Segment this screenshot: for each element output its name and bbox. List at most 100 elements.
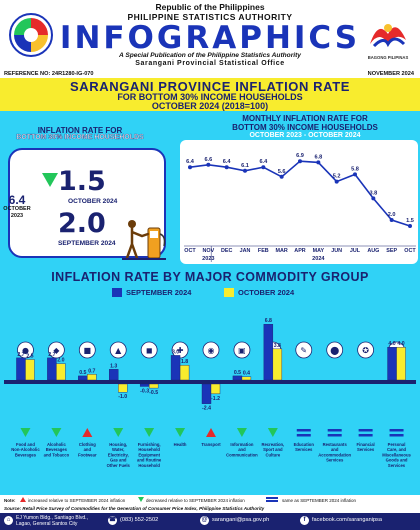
line-tick-label: MAR xyxy=(276,248,288,254)
phone[interactable]: (083) 552-2502 xyxy=(120,517,159,523)
line-tick-label: APR xyxy=(294,248,305,254)
bar-value-label: 0.7 xyxy=(88,368,95,374)
year-label-2023: 2023 xyxy=(202,256,214,262)
line-value-label: 5.6 xyxy=(278,169,286,175)
legend-september: SEPTEMBER 2024 xyxy=(126,288,192,297)
bar-value-label: -1.0 xyxy=(118,394,127,400)
category-label: Alcoholic xyxy=(47,442,67,447)
line-value-label: 5.8 xyxy=(351,166,359,172)
title-band xyxy=(0,78,420,111)
category-symbol-icon: ■ xyxy=(84,346,92,355)
category-label: Footwear xyxy=(78,452,97,457)
prev-year-label-month: OCTOBER xyxy=(3,206,31,212)
category-label: Restaurants xyxy=(323,442,348,447)
location-icon: ⌂ xyxy=(4,516,13,525)
bar-value-label: 6.8 xyxy=(265,318,272,324)
line-tick-label: AUG xyxy=(367,248,379,254)
category-label: Financial xyxy=(357,442,375,447)
category-label: and Routine xyxy=(137,458,162,463)
email[interactable]: sarangani@psa.gov.ph xyxy=(212,517,270,523)
group-heading: INFLATION RATE BY MAJOR COMMODITY GROUP xyxy=(51,270,369,284)
line-value-label: 6.4 xyxy=(259,159,268,165)
category-label: Education xyxy=(294,442,315,447)
decrease-arrow-icon xyxy=(175,428,186,437)
bar-october xyxy=(396,347,406,381)
facebook[interactable]: facebook.com/saranganipsa xyxy=(312,517,382,523)
prev-month-label: SEPTEMBER 2024 xyxy=(58,240,116,247)
bar-september xyxy=(47,357,57,381)
bagong-pilipinas-label: BAGONG PILIPINAS xyxy=(367,55,409,60)
equal-sign-icon xyxy=(358,429,373,432)
decrease-arrow-icon xyxy=(51,428,62,437)
line-tick-label: JAN xyxy=(240,248,251,254)
line-point xyxy=(206,162,211,167)
category-label: Services xyxy=(357,447,375,452)
bar-baseline xyxy=(4,380,416,384)
equal-sign-icon xyxy=(358,434,373,437)
decrease-arrow-icon xyxy=(138,497,144,502)
line-tick-label: OCT xyxy=(404,248,416,254)
bar-october xyxy=(210,383,221,395)
phone-icon: ☎ xyxy=(108,516,117,525)
line-tick-label: MAY xyxy=(313,248,325,254)
monthly-line-chart: 6.4 OCT 6.6 NOV 6.4 DEC 6.1 JAN 6.4 FEB 5.6 MAR 6.9 A… xyxy=(180,140,418,264)
category-label: Goods and xyxy=(386,458,408,463)
category-label: and Tobacco xyxy=(44,452,70,457)
category-label: Water, xyxy=(112,447,124,452)
category-label: Beverages xyxy=(46,447,68,452)
bar-october xyxy=(272,348,283,381)
office-label: Sarangani Provincial Statistical Office xyxy=(135,60,285,67)
line-point xyxy=(334,179,339,184)
line-point xyxy=(408,224,412,228)
prev-month-value: 2.0 xyxy=(58,208,106,239)
facebook-icon: f xyxy=(300,516,309,525)
category-symbol-icon: ◼ xyxy=(146,346,153,355)
equal-sign-icon xyxy=(389,429,404,432)
category-label: Culture xyxy=(266,452,281,457)
line-tick-label: JUL xyxy=(350,248,361,254)
legend-swatch-october xyxy=(224,288,234,297)
subtitle-1: FOR BOTTOM 30% INCOME HOUSEHOLDS xyxy=(117,92,303,102)
bar-september xyxy=(109,369,119,381)
line-point xyxy=(188,165,192,170)
bar-value-label: -2.4 xyxy=(202,406,211,412)
increase-arrow-icon xyxy=(20,497,26,502)
republic-label: Republic of the Philippines xyxy=(155,2,265,12)
bar-september xyxy=(201,383,212,404)
subtitle-2: OCTOBER 2024 (2018=100) xyxy=(151,101,269,111)
line-point xyxy=(353,172,357,177)
category-label: Transport xyxy=(201,442,221,447)
source-bar: Source: Retail Price Survey of Commoditi… xyxy=(0,506,420,513)
bar-september xyxy=(78,375,88,381)
category-label: Electricity, xyxy=(108,452,129,457)
note-decreased: decreased relative to SEPTEMBER 2024 inf… xyxy=(146,498,245,503)
psa-label: PHILIPPINE STATISTICS AUTHORITY xyxy=(127,12,293,22)
bar-value-label: 2.0 xyxy=(57,358,64,364)
release-month: NOVEMBER 2024 xyxy=(367,71,414,77)
line-tick-label: DEC xyxy=(221,248,232,254)
bar-value-label: -0.3 xyxy=(140,388,149,394)
category-label: Food and xyxy=(16,442,35,447)
increase-arrow-icon xyxy=(82,428,93,437)
line-value-label: 6.8 xyxy=(314,154,322,160)
equal-sign-icon xyxy=(266,497,278,499)
reference-number: REFERENCE NO: 24R1280-IG-070 xyxy=(4,71,94,77)
category-label: Recreation, xyxy=(261,442,284,447)
equal-sign-icon xyxy=(389,434,404,437)
bar-value-label: 0.4 xyxy=(243,371,250,377)
reference-bar: REFERENCE NO: 24R1280-IG-070 NOVEMBER 20… xyxy=(0,70,420,78)
monthly-heading-3: OCTOBER 2023 - OCTOBER 2024 xyxy=(249,132,361,139)
notes-bar: Note: increased relative to SEPTEMBER 20… xyxy=(0,495,420,508)
prev-year-value: 6.4 xyxy=(8,193,26,207)
header: Republic of the Philippines PHILIPPINE S… xyxy=(0,0,420,68)
category-icon xyxy=(78,341,96,359)
line-tick-label: NOV xyxy=(202,248,214,254)
line-value-label: 6.1 xyxy=(241,163,249,169)
line-value-label: 6.6 xyxy=(204,157,212,163)
monthly-heading-1: MONTHLY INFLATION RATE FOR xyxy=(242,114,368,123)
category-label: Accommodation xyxy=(318,452,351,457)
category-label: Household xyxy=(138,463,160,468)
bar-october xyxy=(148,383,159,389)
